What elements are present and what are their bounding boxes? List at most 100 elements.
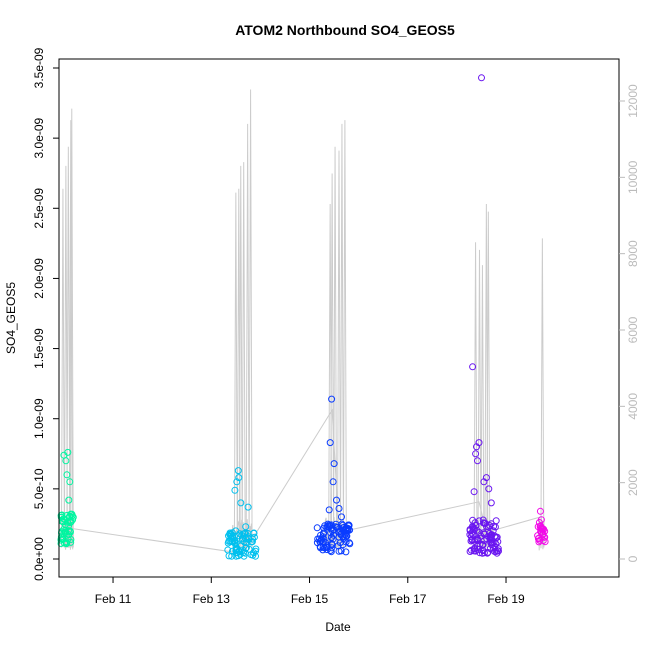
data-point bbox=[491, 548, 499, 555]
data-point bbox=[316, 544, 324, 552]
y2-tick-label: 10000 bbox=[626, 160, 640, 194]
altitude-spike bbox=[486, 211, 491, 548]
data-point bbox=[250, 533, 258, 541]
y2-tick-label: 0 bbox=[626, 555, 640, 562]
data-point bbox=[232, 546, 240, 553]
data-point bbox=[536, 523, 544, 531]
altitude-spike bbox=[69, 108, 74, 548]
altitude-spike bbox=[238, 165, 243, 548]
data-point bbox=[245, 545, 253, 553]
data-point bbox=[485, 485, 493, 493]
data-point bbox=[237, 499, 245, 507]
data-point bbox=[341, 531, 349, 538]
data-point bbox=[242, 535, 250, 543]
data-point bbox=[343, 532, 351, 540]
data-point bbox=[340, 526, 347, 534]
data-point bbox=[479, 516, 487, 524]
altitude-spike bbox=[342, 120, 347, 548]
data-point bbox=[66, 527, 74, 535]
data-point bbox=[238, 531, 246, 539]
data-point bbox=[252, 545, 260, 553]
y-axis-left: 0.0e+00 5.0e-10 1.0e-09 1.5e-09 2.0e-09 2.5e-… bbox=[32, 47, 59, 581]
data-point bbox=[534, 535, 542, 543]
plot-frame bbox=[58, 58, 620, 578]
data-point bbox=[313, 524, 321, 532]
data-point bbox=[474, 457, 481, 465]
altitude-spike bbox=[477, 249, 482, 548]
data-point bbox=[475, 439, 483, 447]
data-point bbox=[470, 488, 478, 496]
data-point bbox=[472, 450, 480, 458]
data-point bbox=[228, 552, 236, 560]
data-point bbox=[328, 540, 336, 548]
data-point bbox=[232, 527, 240, 535]
data-point bbox=[325, 521, 333, 529]
altitude-spike bbox=[60, 188, 65, 548]
data-point bbox=[345, 539, 353, 547]
x-tick-label: Feb 13 bbox=[193, 592, 231, 606]
data-point bbox=[491, 532, 499, 540]
data-point bbox=[63, 471, 71, 479]
data-point bbox=[495, 547, 502, 555]
data-point bbox=[62, 528, 70, 536]
x-tick-label: Feb 11 bbox=[95, 592, 132, 606]
altitude-spike bbox=[245, 123, 250, 548]
data-point bbox=[481, 530, 489, 538]
data-point bbox=[327, 548, 335, 556]
data-point bbox=[331, 523, 339, 531]
data-point bbox=[342, 548, 350, 556]
y2-tick-label: 6000 bbox=[626, 316, 640, 343]
chart-title: ATOM2 Northbound SO4_GEOS5 bbox=[235, 22, 455, 38]
y-tick-label: 3.5e-09 bbox=[32, 47, 46, 88]
data-point bbox=[472, 547, 480, 555]
data-point bbox=[469, 522, 476, 530]
data-point bbox=[489, 544, 497, 552]
y-tick-label: 5.0e-10 bbox=[32, 468, 46, 509]
y2-tick-label: 8000 bbox=[626, 240, 640, 267]
data-point bbox=[328, 541, 336, 549]
data-point bbox=[336, 527, 344, 535]
data-point bbox=[320, 524, 328, 532]
data-point bbox=[536, 507, 544, 515]
plot-area bbox=[57, 74, 549, 560]
y-axis-label: SO4_GEOS5 bbox=[4, 282, 18, 354]
data-point bbox=[468, 546, 475, 554]
y-tick-label: 3.0e-09 bbox=[32, 117, 46, 158]
y-tick-label: 2.0e-09 bbox=[32, 258, 46, 299]
data-point bbox=[233, 545, 241, 552]
y2-tick-label: 12000 bbox=[626, 84, 640, 118]
data-point bbox=[63, 511, 71, 519]
y-axis-right: 0 2000 4000 6000 8000 10000 12000 bbox=[619, 84, 640, 562]
data-point bbox=[469, 363, 477, 371]
data-point bbox=[487, 499, 495, 507]
data-point bbox=[234, 467, 242, 475]
data-point bbox=[61, 527, 69, 535]
altitude-spike bbox=[68, 120, 73, 548]
data-point bbox=[233, 478, 241, 486]
data-point bbox=[535, 519, 543, 526]
data-point bbox=[339, 541, 347, 549]
data-point bbox=[341, 533, 349, 541]
altitude-spike bbox=[248, 89, 253, 548]
altitude-spike bbox=[473, 242, 478, 548]
data-point bbox=[344, 525, 352, 532]
data-point bbox=[326, 439, 334, 447]
data-point bbox=[66, 478, 74, 486]
data-point bbox=[467, 533, 475, 541]
data-point bbox=[534, 523, 542, 531]
x-tick-label: Feb 19 bbox=[487, 592, 525, 606]
data-point bbox=[480, 529, 488, 537]
data-point bbox=[338, 513, 345, 521]
altitude-spike bbox=[233, 192, 238, 548]
data-point bbox=[227, 532, 235, 540]
data-point bbox=[330, 460, 338, 468]
data-point bbox=[333, 496, 340, 504]
altitude-spike bbox=[241, 162, 246, 548]
data-point bbox=[476, 549, 484, 557]
data-point bbox=[335, 505, 343, 512]
data-point bbox=[470, 524, 478, 532]
data-point bbox=[334, 523, 342, 531]
altitude-spike bbox=[480, 265, 485, 548]
y-tick-label: 1.0e-09 bbox=[32, 398, 46, 439]
